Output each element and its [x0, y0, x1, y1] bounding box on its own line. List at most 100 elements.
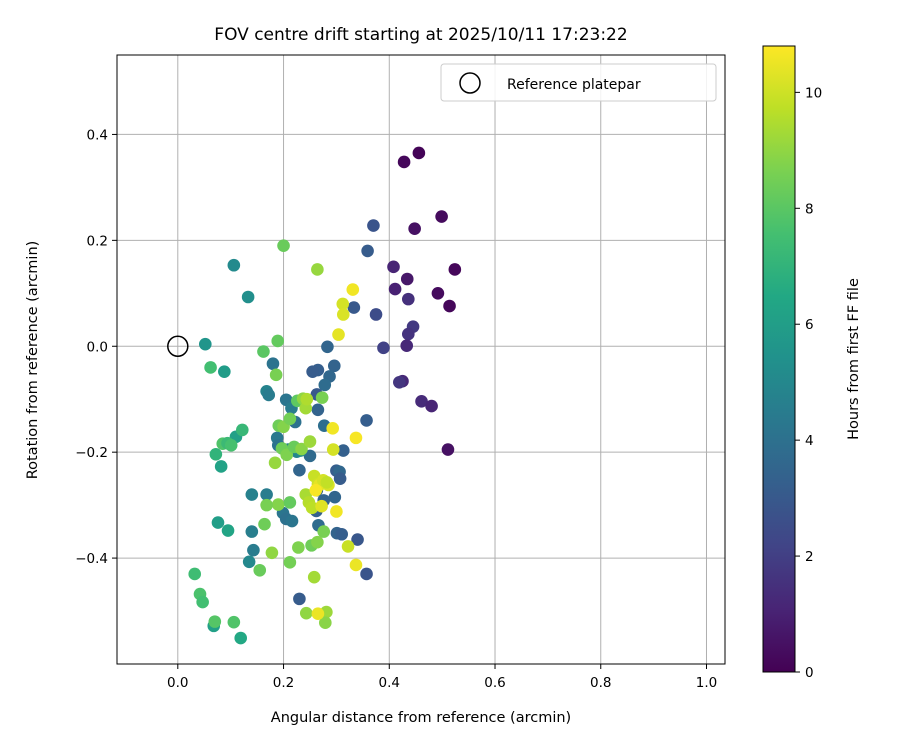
data-point	[307, 570, 321, 584]
data-point	[283, 496, 297, 509]
data-point	[369, 308, 383, 321]
data-point	[328, 490, 342, 504]
data-point	[211, 516, 225, 529]
data-point	[448, 263, 462, 276]
data-point	[204, 361, 217, 374]
data-point	[335, 527, 348, 541]
data-point	[227, 615, 241, 629]
data-point	[387, 260, 400, 274]
data-point	[320, 476, 334, 489]
data-point	[262, 388, 276, 402]
data-point	[317, 525, 331, 538]
data-point	[188, 567, 202, 581]
y-tick-label: 0.2	[87, 233, 108, 249]
data-point	[327, 359, 341, 373]
colorbar-label: Hours from first FF file	[846, 278, 862, 440]
data-point	[397, 155, 411, 169]
x-tick-label: 0.0	[167, 675, 188, 691]
legend-box	[440, 63, 717, 102]
data-point	[269, 368, 283, 382]
data-point	[224, 438, 238, 452]
reference-marker	[167, 335, 189, 358]
colorbar-tick-label: 2	[805, 549, 814, 565]
data-point	[349, 558, 363, 572]
data-point	[425, 399, 438, 413]
data-point	[221, 524, 235, 537]
colorbar-tick-label: 4	[805, 433, 814, 449]
data-point	[285, 514, 299, 528]
data-point	[208, 615, 222, 628]
y-tick-label: 0.4	[87, 127, 108, 143]
data-point	[336, 308, 350, 321]
data-point	[347, 301, 361, 314]
data-point	[271, 334, 285, 348]
data-point	[280, 448, 294, 462]
data-point	[236, 423, 249, 437]
y-axis-ticks: −0.4 −0.2 0.0 0.2 0.4	[75, 127, 117, 567]
data-point	[326, 422, 340, 435]
colorbar-tick-label: 8	[805, 201, 814, 217]
y-tick-label: −0.4	[75, 551, 108, 567]
data-point	[218, 365, 231, 378]
data-point	[268, 456, 282, 470]
data-point	[441, 443, 455, 456]
data-point	[271, 498, 285, 511]
data-point	[241, 290, 255, 304]
data-point	[253, 563, 267, 577]
data-point	[318, 378, 332, 392]
data-point	[326, 443, 340, 456]
colorbar-tick-label: 10	[805, 85, 822, 101]
data-point	[258, 517, 271, 531]
data-point	[265, 546, 279, 560]
y-tick-label: −0.2	[75, 445, 108, 461]
data-point	[299, 606, 313, 620]
data-point	[305, 501, 319, 515]
data-point	[306, 365, 319, 378]
data-point	[443, 299, 456, 313]
data-point	[336, 444, 350, 457]
plot-frame	[116, 54, 726, 665]
x-tick-label: 1.0	[696, 675, 717, 691]
data-point	[402, 327, 415, 341]
data-point	[315, 499, 328, 513]
data-point	[336, 297, 350, 311]
x-axis-label: Angular distance from reference (arcmin)	[271, 710, 571, 726]
data-point	[198, 337, 212, 351]
data-point	[311, 263, 324, 276]
data-point	[311, 403, 325, 417]
data-point	[245, 488, 259, 501]
data-point	[214, 460, 228, 473]
data-points	[188, 146, 462, 645]
data-point	[360, 414, 373, 427]
colorbar-ticks: 0 2 4 6 8 10	[795, 85, 822, 681]
data-point	[377, 341, 390, 355]
colorbar: 0 2 4 6 8 10 Hours from first FF file	[762, 45, 862, 681]
data-point	[388, 282, 402, 296]
data-point	[295, 442, 308, 456]
legend-label: Reference platepar	[507, 77, 641, 93]
x-tick-label: 0.8	[590, 675, 611, 691]
data-point	[402, 292, 415, 306]
data-point	[303, 449, 317, 463]
y-tick-label: 0.0	[87, 339, 108, 355]
x-tick-label: 0.6	[484, 675, 505, 691]
grid	[117, 55, 725, 664]
data-point	[257, 345, 270, 358]
data-point	[247, 543, 260, 557]
data-point	[393, 375, 406, 389]
colorbar-frame	[762, 45, 796, 673]
data-point	[283, 412, 297, 426]
data-point	[300, 392, 314, 406]
chart-title: FOV centre drift starting at 2025/10/11 …	[214, 25, 627, 45]
colorbar-tick-label: 6	[805, 317, 814, 333]
data-point	[400, 339, 414, 353]
data-point	[435, 210, 448, 223]
data-point	[293, 463, 306, 477]
colorbar-gradient	[763, 46, 795, 672]
data-point	[242, 555, 256, 569]
data-point	[315, 391, 329, 404]
data-point	[332, 328, 345, 341]
data-point	[303, 435, 317, 448]
data-point	[309, 484, 323, 497]
